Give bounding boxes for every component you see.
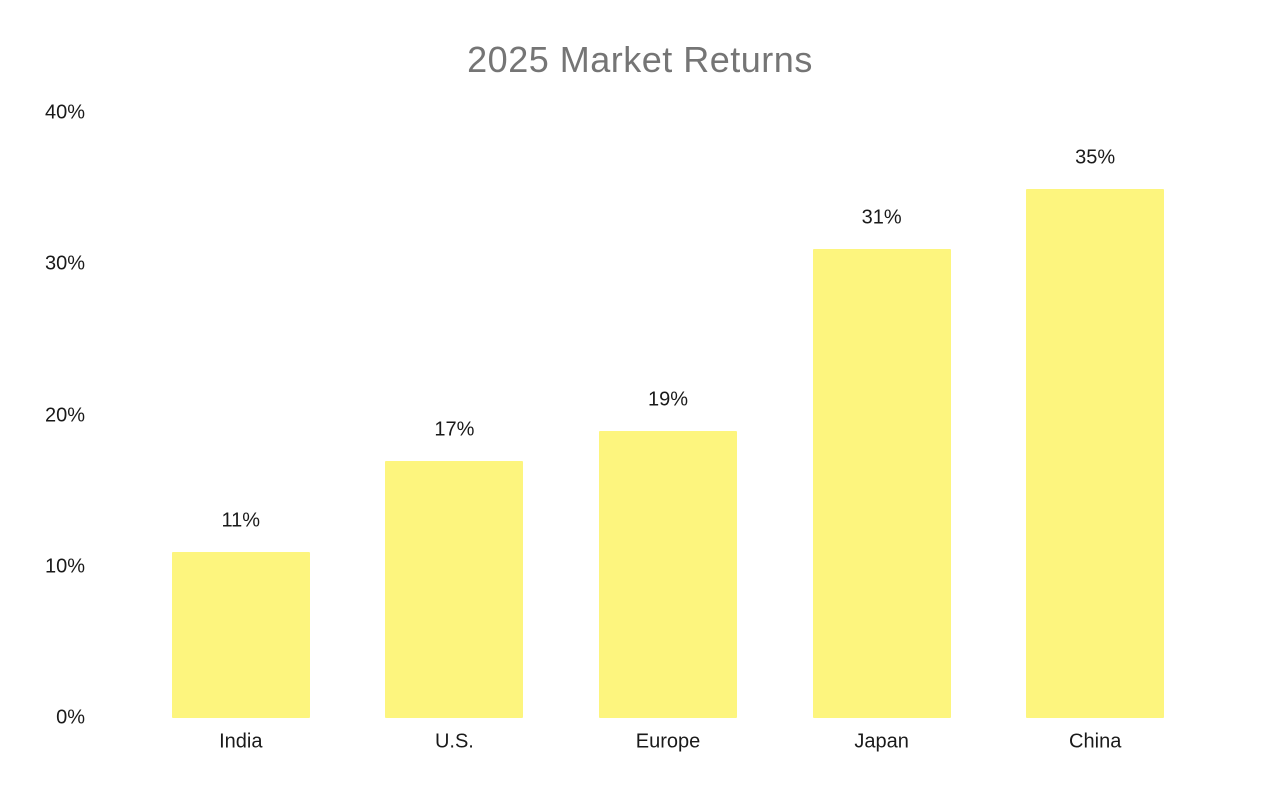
bar-india <box>171 551 310 718</box>
bar-value-label: 35% <box>1075 146 1116 169</box>
bar-value-label: 11% <box>221 509 261 532</box>
bar-us <box>385 460 524 718</box>
y-axis-tick-label: 40% <box>44 101 85 124</box>
x-axis-label: Japan <box>854 730 909 753</box>
y-axis-tick-label: 20% <box>44 404 85 426</box>
x-axis-label: U.S. <box>434 730 474 753</box>
bar-value-label: 19% <box>647 388 689 411</box>
x-axis-label: Europe <box>635 730 701 753</box>
x-axis-label: India <box>219 730 263 753</box>
bar-value-label: 31% <box>861 206 902 229</box>
bar-china <box>1026 188 1165 718</box>
x-axis-label: China <box>1069 730 1122 753</box>
bar-value-label: 17% <box>434 418 475 441</box>
y-axis-tick-label: 10% <box>44 555 85 578</box>
y-axis-tick-label: 0% <box>56 706 85 729</box>
chart-title: 2025 Market Returns <box>467 39 813 80</box>
y-axis-tick-label: 30% <box>44 252 85 275</box>
bar-japan <box>812 249 951 718</box>
bar-europe <box>599 430 737 718</box>
